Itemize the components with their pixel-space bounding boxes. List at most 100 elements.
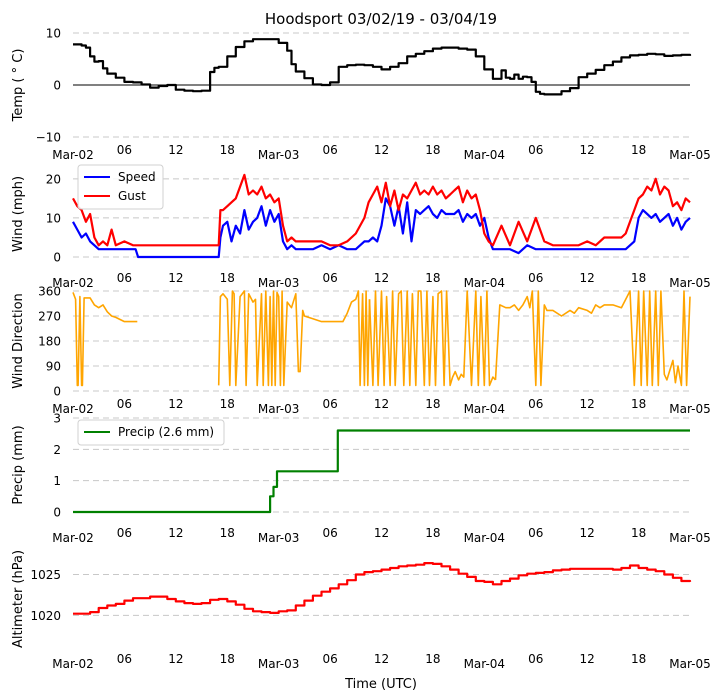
y-tick-label: 1025 bbox=[30, 568, 61, 582]
x-tick-label: 06 bbox=[528, 526, 543, 540]
x-tick-label: Mar-05 bbox=[669, 657, 710, 671]
series-line-altimeter bbox=[73, 562, 692, 615]
legend-label: Precip (2.6 mm) bbox=[118, 425, 214, 439]
panel-precip: 3 2 1 0 Mar-02 06 12 18 Mar-03 06 12 18 Mar-04 06 12 18… bbox=[11, 412, 711, 546]
x-tick-label: 12 bbox=[580, 143, 595, 157]
x-tick-label: 18 bbox=[220, 271, 235, 285]
x-tick-label: Mar-03 bbox=[258, 148, 299, 162]
x-tick-label: 12 bbox=[580, 271, 595, 285]
series-line-speed bbox=[72, 197, 691, 259]
x-tick-label: 12 bbox=[580, 397, 595, 411]
y-tick-label: 1 bbox=[53, 474, 61, 488]
x-tick-label: Mar-04 bbox=[464, 148, 505, 162]
series-line-direction bbox=[494, 290, 691, 387]
x-tick-label: 12 bbox=[374, 397, 389, 411]
x-tick-label: 06 bbox=[322, 271, 337, 285]
x-tick-label: Mar-02 bbox=[52, 657, 93, 671]
y-tick-label: 3 bbox=[53, 412, 61, 426]
y-tick-label: 90 bbox=[46, 360, 61, 374]
x-tick-label: Mar-04 bbox=[464, 531, 505, 545]
x-tick-label: 18 bbox=[425, 271, 440, 285]
x-tick-label: 12 bbox=[374, 271, 389, 285]
y-tick-label: 10 bbox=[46, 27, 61, 41]
x-tick-label: Mar-03 bbox=[258, 657, 299, 671]
x-tick-label: Mar-02 bbox=[52, 276, 93, 290]
y-tick-label: 0 bbox=[53, 79, 61, 93]
x-tick-label: 06 bbox=[117, 397, 132, 411]
series-line-direction bbox=[368, 290, 497, 387]
panel-wind: 20 10 0 Mar-02 06 12 18 Mar-03 06 12 18 Mar-04 06 12 1… bbox=[11, 164, 711, 290]
y-tick-label: 0 bbox=[53, 251, 61, 265]
x-tick-label: Mar-05 bbox=[669, 148, 710, 162]
y-axis-label: Wind Direction bbox=[11, 293, 26, 389]
x-axis-label: Time (UTC) bbox=[344, 677, 417, 692]
x-tick-label: Mar-04 bbox=[464, 402, 505, 416]
x-tick-label: 12 bbox=[168, 652, 183, 666]
x-tick-label: 18 bbox=[220, 143, 235, 157]
x-tick-label: 12 bbox=[374, 143, 389, 157]
y-axis-label: Wind (mph) bbox=[11, 176, 26, 252]
x-tick-label: Mar-04 bbox=[464, 276, 505, 290]
y-tick-label: 20 bbox=[46, 172, 61, 186]
x-tick-label: 18 bbox=[425, 397, 440, 411]
panel-altimeter: 1025 1020 Mar-02 06 12 18 Mar-03 06 12 18 Mar-04 06… bbox=[11, 550, 711, 671]
x-tick-label: Mar-05 bbox=[669, 531, 710, 545]
legend-box bbox=[77, 419, 225, 446]
y-tick-label: 10 bbox=[46, 211, 61, 225]
y-tick-label: 0 bbox=[53, 506, 61, 520]
x-tick-label: 06 bbox=[322, 143, 337, 157]
x-tick-label: 18 bbox=[220, 526, 235, 540]
x-tick-label: 06 bbox=[117, 271, 132, 285]
x-tick-label: 12 bbox=[168, 397, 183, 411]
panel-temp: 10 0 −10 Mar-02 06 12 18 Mar-03 06 12 18 Mar-04 06 12… bbox=[11, 27, 711, 163]
x-tick-label: 18 bbox=[631, 397, 646, 411]
x-tick-label: 06 bbox=[528, 652, 543, 666]
x-tick-label: 12 bbox=[374, 652, 389, 666]
x-tick-label: 18 bbox=[425, 143, 440, 157]
x-tick-label: 18 bbox=[631, 652, 646, 666]
y-tick-label: 2 bbox=[53, 443, 61, 457]
y-axis-label: Temp ( ° C) bbox=[11, 49, 26, 123]
x-tick-label: Mar-05 bbox=[669, 276, 710, 290]
x-tick-label: 12 bbox=[168, 271, 183, 285]
series-line-precip-2-6-mm- bbox=[73, 429, 690, 514]
y-axis-label: Altimeter (hPa) bbox=[11, 550, 26, 648]
y-tick-label: 270 bbox=[38, 310, 61, 324]
x-tick-label: Mar-03 bbox=[258, 402, 299, 416]
x-tick-label: 06 bbox=[528, 397, 543, 411]
x-tick-label: Mar-03 bbox=[258, 276, 299, 290]
legend-label: Speed bbox=[118, 170, 156, 184]
x-tick-label: 06 bbox=[117, 526, 132, 540]
x-tick-label: Mar-05 bbox=[669, 402, 710, 416]
chart-title: Hoodsport 03/02/19 - 03/04/19 bbox=[265, 10, 497, 28]
x-tick-label: 18 bbox=[425, 526, 440, 540]
y-tick-label: 1020 bbox=[30, 609, 61, 623]
x-tick-label: 18 bbox=[220, 652, 235, 666]
x-tick-label: Mar-02 bbox=[52, 148, 93, 162]
x-tick-label: 12 bbox=[168, 143, 183, 157]
x-tick-label: Mar-02 bbox=[52, 531, 93, 545]
x-tick-label: 18 bbox=[631, 271, 646, 285]
x-tick-label: 06 bbox=[117, 143, 132, 157]
y-tick-label: −10 bbox=[36, 131, 61, 145]
x-tick-label: Mar-02 bbox=[52, 402, 93, 416]
x-tick-label: Mar-03 bbox=[258, 531, 299, 545]
x-tick-label: 06 bbox=[528, 271, 543, 285]
x-tick-label: 12 bbox=[168, 526, 183, 540]
x-tick-label: 12 bbox=[374, 526, 389, 540]
y-axis-label: Precip (mm) bbox=[11, 425, 26, 504]
y-tick-label: 180 bbox=[38, 335, 61, 349]
series-line-direction bbox=[72, 292, 138, 387]
x-tick-label: 06 bbox=[322, 652, 337, 666]
x-tick-label: 06 bbox=[117, 652, 132, 666]
x-tick-label: 18 bbox=[631, 143, 646, 157]
x-tick-label: 12 bbox=[580, 526, 595, 540]
x-tick-label: 18 bbox=[631, 526, 646, 540]
y-tick-label: 0 bbox=[53, 385, 61, 399]
series-line-gust bbox=[72, 173, 691, 247]
panel-direction: 360 270 180 90 0 Mar-02 06 12 18 Mar-03 06 12 18 Mar-… bbox=[11, 285, 711, 417]
x-tick-label: 12 bbox=[580, 652, 595, 666]
x-tick-label: 18 bbox=[220, 397, 235, 411]
x-tick-label: 06 bbox=[322, 397, 337, 411]
